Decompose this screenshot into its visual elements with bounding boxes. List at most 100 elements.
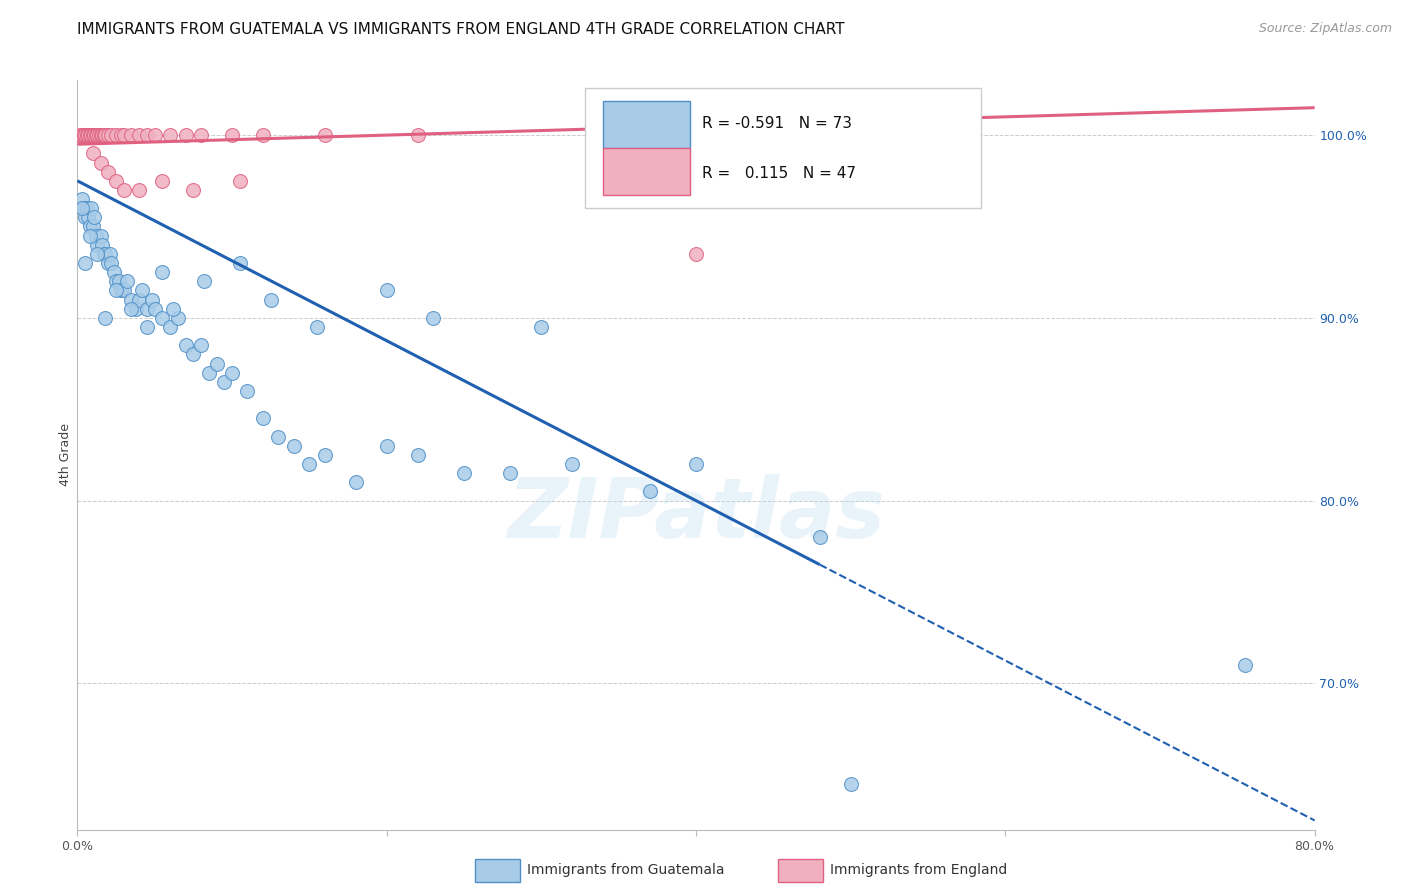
Point <box>344 475 367 490</box>
Point <box>159 128 181 142</box>
Point <box>561 457 583 471</box>
Point <box>86 128 108 142</box>
Point <box>112 284 135 298</box>
FancyBboxPatch shape <box>603 148 690 195</box>
Point <box>84 228 107 243</box>
Point <box>267 430 290 444</box>
Point <box>110 284 132 298</box>
Point <box>79 228 101 243</box>
Point <box>174 128 197 142</box>
Point <box>98 247 121 261</box>
Point <box>808 530 831 544</box>
Point <box>97 256 120 270</box>
Point <box>100 128 122 142</box>
FancyBboxPatch shape <box>585 87 980 208</box>
Point <box>183 347 205 361</box>
Point <box>128 128 150 142</box>
Point <box>406 448 429 462</box>
Point <box>141 293 163 307</box>
Point <box>105 174 127 188</box>
Point <box>97 164 120 178</box>
Point <box>103 265 125 279</box>
Point <box>685 457 707 471</box>
Point <box>143 301 166 316</box>
Y-axis label: 4th Grade: 4th Grade <box>59 424 72 486</box>
Point <box>90 155 111 169</box>
Point <box>283 439 305 453</box>
Point <box>214 375 236 389</box>
Point <box>87 128 110 142</box>
Text: R = -0.591   N = 73: R = -0.591 N = 73 <box>702 116 852 131</box>
Point <box>190 128 212 142</box>
Point <box>152 265 174 279</box>
Point <box>100 256 122 270</box>
Point <box>80 201 103 215</box>
Point <box>136 301 159 316</box>
Point <box>638 484 661 499</box>
Point <box>105 128 127 142</box>
Point <box>143 128 166 142</box>
Point <box>453 466 475 480</box>
Point <box>131 284 153 298</box>
Point <box>314 128 336 142</box>
Point <box>607 183 630 197</box>
Point <box>75 128 96 142</box>
Point <box>84 128 107 142</box>
Point <box>108 274 131 288</box>
Point <box>136 128 159 142</box>
Point <box>72 201 94 215</box>
Point <box>70 128 93 142</box>
Point <box>83 211 105 225</box>
Point <box>406 128 429 142</box>
Point <box>167 310 190 325</box>
Point <box>79 219 101 234</box>
Point <box>252 411 274 425</box>
Point <box>86 247 108 261</box>
Point <box>82 146 104 161</box>
Point <box>221 366 243 380</box>
Point <box>75 256 96 270</box>
Point <box>82 219 104 234</box>
Text: Immigrants from England: Immigrants from England <box>830 863 1007 877</box>
Point <box>80 128 103 142</box>
Point <box>90 228 111 243</box>
Point <box>79 128 101 142</box>
Point <box>77 128 100 142</box>
Point <box>94 310 117 325</box>
Point <box>121 128 143 142</box>
Point <box>90 128 111 142</box>
Point <box>236 384 259 398</box>
Point <box>70 201 93 215</box>
Point <box>112 128 135 142</box>
Point <box>76 201 98 215</box>
Point <box>190 338 212 352</box>
Point <box>298 457 321 471</box>
Point <box>105 284 127 298</box>
Point <box>86 237 108 252</box>
Point <box>422 310 444 325</box>
Point <box>91 237 114 252</box>
Point <box>77 211 100 225</box>
Point <box>76 128 98 142</box>
Point <box>128 183 150 197</box>
Point <box>314 448 336 462</box>
Point <box>152 310 174 325</box>
Point <box>121 293 143 307</box>
Point <box>159 320 181 334</box>
Point <box>91 128 114 142</box>
Point <box>70 192 93 206</box>
Point <box>162 301 184 316</box>
Point <box>93 247 115 261</box>
Point <box>115 274 138 288</box>
Point <box>530 320 553 334</box>
Point <box>105 274 127 288</box>
Text: Immigrants from Guatemala: Immigrants from Guatemala <box>527 863 724 877</box>
Point <box>94 128 117 142</box>
Point <box>75 211 96 225</box>
Point <box>375 439 398 453</box>
Point <box>375 284 398 298</box>
Point <box>72 128 94 142</box>
Point <box>97 128 120 142</box>
Point <box>839 777 862 791</box>
Point <box>125 301 148 316</box>
